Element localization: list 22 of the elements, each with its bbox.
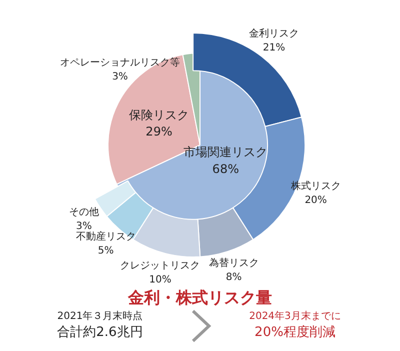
slice-label: クレジットリスク bbox=[120, 260, 200, 272]
slice-label: 保険リスク bbox=[129, 108, 190, 122]
text: 合計約2.6兆円 bbox=[56, 324, 144, 341]
data-label: 5% bbox=[98, 246, 114, 257]
data-label: 3% bbox=[76, 220, 92, 232]
data-label: 29% bbox=[146, 124, 172, 139]
slice-label: 不動産リスク bbox=[76, 230, 136, 243]
slice-label: 為替リスク bbox=[208, 257, 259, 270]
text: 金利・株式リスク量 bbox=[126, 288, 273, 309]
data-label: 68% bbox=[212, 162, 239, 176]
slice-label: 金利リスク bbox=[248, 27, 299, 40]
slice-label: その他 bbox=[68, 206, 99, 218]
data-label: 3% bbox=[112, 71, 128, 82]
data-label: 21% bbox=[262, 42, 286, 54]
data-label: 10% bbox=[149, 274, 172, 286]
text: 2024年3月末までに bbox=[248, 310, 342, 323]
slice-label: オペレーショナルリスク等 bbox=[60, 56, 180, 68]
text: 20%程度削減 bbox=[254, 324, 336, 341]
data-label: 8% bbox=[226, 272, 242, 284]
text: 2021年３月末時点 bbox=[56, 310, 144, 323]
data-label: 20% bbox=[304, 195, 327, 206]
slice-label: 市場関連リスク bbox=[184, 144, 268, 159]
